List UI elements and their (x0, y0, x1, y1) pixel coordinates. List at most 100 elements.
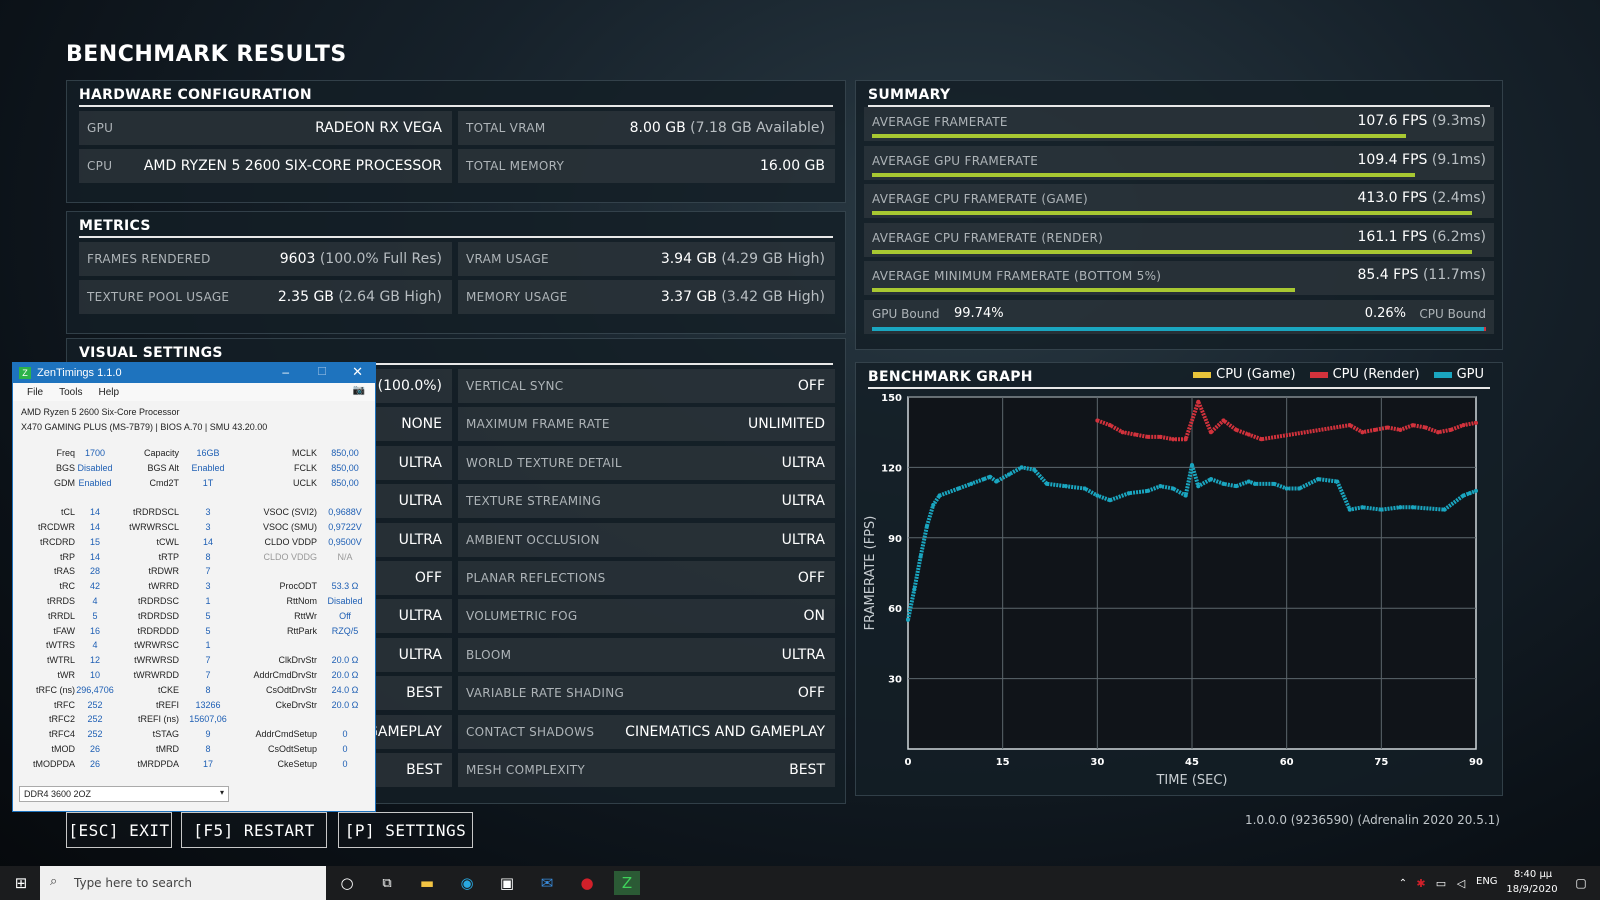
data-point (1095, 493, 1100, 498)
clock-date[interactable]: 18/9/2020 (1506, 884, 1558, 895)
camera-icon[interactable]: 📷 (352, 385, 365, 396)
metrics-value: 2.35 GB (2.64 GB High) (278, 289, 442, 305)
file-explorer-icon[interactable]: ▬ (419, 874, 435, 892)
visual-setting-value: ULTRA (781, 493, 825, 510)
timing-label: tWRWRDD (133, 669, 179, 680)
metrics-value: 3.94 GB (4.29 GB High) (661, 251, 825, 267)
visual-setting-left-value: OFF (414, 570, 442, 586)
menu-help[interactable]: Help (98, 386, 120, 398)
zentimings-board: X470 GAMING PLUS (MS-7B79) | BIOS A.70 |… (21, 422, 268, 432)
metrics-panel: METRICS FRAMES RENDERED 9603 (100.0% Full… (66, 211, 846, 334)
summary-value: 413.0 FPS (2.4ms) (1358, 190, 1487, 206)
graph-legend: CPU (Game) CPU (Render) GPU (1193, 367, 1484, 382)
timing-label: tSTAG (152, 729, 179, 740)
timing-label: UCLK (292, 477, 317, 488)
data-point (937, 493, 942, 498)
data-point (1398, 427, 1403, 432)
antivirus-tray-icon[interactable]: ✱ (1416, 876, 1426, 890)
graph-title: BENCHMARK GRAPH (868, 369, 1490, 389)
amd-radeon-icon[interactable]: ● (580, 874, 594, 892)
chevron-up-icon[interactable]: ⌃ (1398, 877, 1408, 889)
timing-label: tREFI (155, 699, 179, 710)
restart-button[interactable]: [F5] RESTART (181, 812, 327, 848)
cortana-icon[interactable]: ○ (340, 874, 354, 892)
timing-row (13, 491, 377, 506)
data-point (956, 486, 961, 491)
timing-value: 3 (205, 521, 211, 532)
edge-icon[interactable]: ◉ (460, 874, 474, 892)
summary-row: AVERAGE CPU FRAMERATE (GAME) 413.0 FPS (2… (864, 184, 1494, 218)
timing-label: CkeDrvStr (275, 699, 317, 710)
timing-label: CkeSetup (277, 758, 317, 769)
summary-value: 107.6 FPS (9.3ms) (1358, 113, 1487, 129)
windows-start-icon[interactable]: ⊞ (14, 874, 28, 892)
settings-button[interactable]: [P] SETTINGS (338, 812, 473, 848)
timing-row: tWTRS 4 tWRWRSC 1 (13, 639, 377, 654)
hardware-label: TOTAL MEMORY (466, 159, 565, 173)
timing-label: Cmd2T (149, 477, 179, 488)
menu-file[interactable]: File (27, 386, 44, 398)
network-icon[interactable]: ▭ (1435, 876, 1447, 890)
timing-row: tRCDRD 15 tCWL 14 CLDO VDDP 0,9500V (13, 536, 377, 551)
hardware-value-main: AMD RYZEN 5 2600 SIX-CORE PROCESSOR (143, 158, 442, 174)
visual-setting-row: MESH COMPLEXITY BEST (458, 753, 835, 787)
menu-tools[interactable]: Tools (59, 386, 83, 398)
metrics-value: 3.37 GB (3.42 GB High) (661, 289, 825, 305)
language-indicator[interactable]: ENG (1476, 876, 1498, 887)
timing-label: RttWr (294, 610, 317, 621)
timing-label: tRTP (158, 551, 179, 562)
maximize-icon[interactable]: ☐ (317, 366, 327, 378)
clock-time[interactable]: 8:40 μμ (1513, 869, 1553, 880)
zentimings-title: ZenTimings 1.1.0 (37, 367, 122, 379)
timings-grid: Freq 1700 Capacity 16GB MCLK 850,00 BGS Disable… (13, 447, 377, 773)
search-input[interactable]: ⌕ Type here to search (40, 866, 326, 900)
timing-value: 1T (202, 477, 214, 488)
timing-value: 0 (342, 758, 348, 769)
timing-value: 16 (89, 625, 100, 636)
data-point (1297, 486, 1302, 491)
summary-label: AVERAGE CPU FRAMERATE (GAME) (872, 192, 1088, 206)
chevron-down-icon: ▾ (219, 788, 224, 797)
timing-label: Capacity (143, 448, 179, 458)
search-icon: ⌕ (50, 874, 58, 889)
x-tick-label: 90 (1469, 757, 1483, 768)
zentimings-window[interactable]: Z ZenTimings 1.1.0 – ☐ ✕ File Tools Help… (12, 362, 376, 812)
data-point (1347, 423, 1352, 428)
summary-row: AVERAGE CPU FRAMERATE (RENDER) 161.1 FPS … (864, 222, 1494, 257)
zentimings-titlebar[interactable]: Z ZenTimings 1.1.0 – ☐ ✕ (13, 363, 375, 383)
legend-item: CPU (Game) (1193, 367, 1296, 382)
data-point (1063, 484, 1068, 489)
data-point (1410, 505, 1415, 510)
close-icon[interactable]: ✕ (352, 364, 363, 379)
mail-icon[interactable]: ✉ (540, 874, 554, 892)
zentimings-taskbar-icon[interactable]: Z (614, 871, 640, 895)
timing-value: 1700 (84, 448, 106, 458)
profile-select[interactable]: DDR4 3600 2OZ ▾ (19, 786, 229, 802)
timing-row: tRRDS 4 tRDRDSC 1 RttNom Disabled (13, 595, 377, 610)
data-point (1190, 463, 1194, 468)
minimize-icon[interactable]: – (282, 365, 289, 379)
data-point (1423, 425, 1428, 430)
summary-panel: SUMMARY AVERAGE FRAMERATE 107.6 FPS (9.3m… (855, 80, 1503, 350)
hardware-value: AMD RYZEN 5 2600 SIX-CORE PROCESSOR (144, 158, 442, 174)
exit-button[interactable]: [ESC] EXIT (66, 812, 172, 848)
timing-label: BGS (55, 462, 75, 473)
timing-value: Disabled (77, 462, 113, 473)
timing-value: Off (339, 610, 351, 621)
task-view-icon[interactable]: ⧉ (382, 875, 392, 891)
timing-value: 28 (89, 566, 100, 577)
legend-label: CPU (Game) (1216, 367, 1296, 382)
volume-icon[interactable]: ◁ (1456, 876, 1466, 890)
store-icon[interactable]: ▣ (499, 874, 515, 892)
notification-icon[interactable]: ▢ (1575, 876, 1587, 890)
data-point (1171, 437, 1176, 442)
visual-setting-row: VARIABLE RATE SHADING OFF (458, 676, 835, 711)
timing-value: 0 (342, 743, 348, 754)
data-point (1120, 430, 1125, 435)
version-text: 1.0.0.0 (9236590) (Adrenalin 2020 20.5.1… (1244, 813, 1500, 827)
hardware-label: CPU (87, 159, 113, 173)
timing-value: 12 (89, 655, 100, 666)
series-line-gpu (906, 463, 1477, 621)
data-point (1234, 484, 1239, 489)
data-point (1253, 481, 1258, 486)
